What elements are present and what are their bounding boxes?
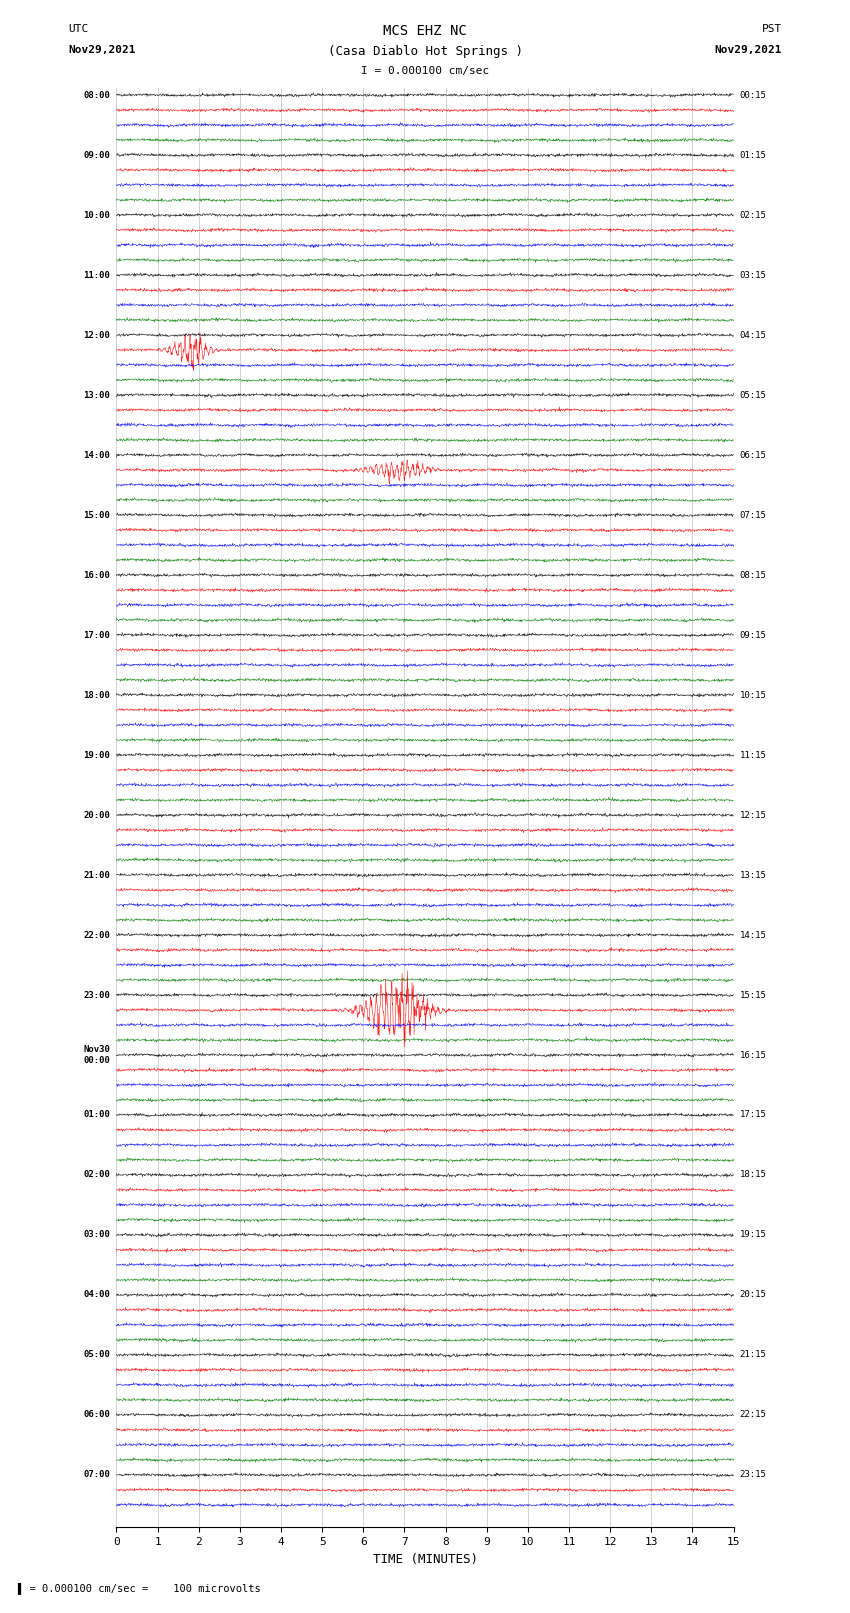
Text: 09:15: 09:15 bbox=[740, 631, 767, 639]
Text: 08:00: 08:00 bbox=[83, 90, 110, 100]
Text: 04:00: 04:00 bbox=[83, 1290, 110, 1300]
Text: I = 0.000100 cm/sec: I = 0.000100 cm/sec bbox=[361, 66, 489, 76]
Text: 01:00: 01:00 bbox=[83, 1110, 110, 1119]
Text: 05:15: 05:15 bbox=[740, 390, 767, 400]
Text: 04:15: 04:15 bbox=[740, 331, 767, 340]
Text: 06:15: 06:15 bbox=[740, 450, 767, 460]
Text: 12:15: 12:15 bbox=[740, 810, 767, 819]
Text: 08:15: 08:15 bbox=[740, 571, 767, 579]
Text: 16:00: 16:00 bbox=[83, 571, 110, 579]
Text: 15:00: 15:00 bbox=[83, 511, 110, 519]
Text: 05:00: 05:00 bbox=[83, 1350, 110, 1360]
Text: 18:00: 18:00 bbox=[83, 690, 110, 700]
Text: 16:15: 16:15 bbox=[740, 1050, 767, 1060]
Text: 11:15: 11:15 bbox=[740, 750, 767, 760]
Text: (Casa Diablo Hot Springs ): (Casa Diablo Hot Springs ) bbox=[327, 45, 523, 58]
Text: 18:15: 18:15 bbox=[740, 1171, 767, 1179]
Text: 19:15: 19:15 bbox=[740, 1231, 767, 1239]
Text: 03:00: 03:00 bbox=[83, 1231, 110, 1239]
Text: 07:15: 07:15 bbox=[740, 511, 767, 519]
Text: Nov29,2021: Nov29,2021 bbox=[715, 45, 782, 55]
Text: MCS EHZ NC: MCS EHZ NC bbox=[383, 24, 467, 39]
Text: 20:15: 20:15 bbox=[740, 1290, 767, 1300]
Text: 15:15: 15:15 bbox=[740, 990, 767, 1000]
Text: UTC: UTC bbox=[68, 24, 88, 34]
Text: Nov29,2021: Nov29,2021 bbox=[68, 45, 135, 55]
Text: PST: PST bbox=[762, 24, 782, 34]
Text: 02:00: 02:00 bbox=[83, 1171, 110, 1179]
Text: 17:15: 17:15 bbox=[740, 1110, 767, 1119]
Text: 14:00: 14:00 bbox=[83, 450, 110, 460]
X-axis label: TIME (MINUTES): TIME (MINUTES) bbox=[372, 1553, 478, 1566]
Text: 01:15: 01:15 bbox=[740, 150, 767, 160]
Text: 12:00: 12:00 bbox=[83, 331, 110, 340]
Text: 00:15: 00:15 bbox=[740, 90, 767, 100]
Text: 10:15: 10:15 bbox=[740, 690, 767, 700]
Text: 20:00: 20:00 bbox=[83, 810, 110, 819]
Text: 23:00: 23:00 bbox=[83, 990, 110, 1000]
Text: 10:00: 10:00 bbox=[83, 211, 110, 219]
Text: 03:15: 03:15 bbox=[740, 271, 767, 279]
Text: 19:00: 19:00 bbox=[83, 750, 110, 760]
Text: 11:00: 11:00 bbox=[83, 271, 110, 279]
Text: 14:15: 14:15 bbox=[740, 931, 767, 939]
Text: Nov30
00:00: Nov30 00:00 bbox=[83, 1045, 110, 1065]
Text: ▌ = 0.000100 cm/sec =    100 microvolts: ▌ = 0.000100 cm/sec = 100 microvolts bbox=[17, 1582, 261, 1594]
Text: 21:15: 21:15 bbox=[740, 1350, 767, 1360]
Text: 22:00: 22:00 bbox=[83, 931, 110, 939]
Text: 21:00: 21:00 bbox=[83, 871, 110, 879]
Text: 13:00: 13:00 bbox=[83, 390, 110, 400]
Text: 17:00: 17:00 bbox=[83, 631, 110, 639]
Text: 02:15: 02:15 bbox=[740, 211, 767, 219]
Text: 22:15: 22:15 bbox=[740, 1410, 767, 1419]
Text: 06:00: 06:00 bbox=[83, 1410, 110, 1419]
Text: 07:00: 07:00 bbox=[83, 1471, 110, 1479]
Text: 23:15: 23:15 bbox=[740, 1471, 767, 1479]
Text: 13:15: 13:15 bbox=[740, 871, 767, 879]
Text: 09:00: 09:00 bbox=[83, 150, 110, 160]
